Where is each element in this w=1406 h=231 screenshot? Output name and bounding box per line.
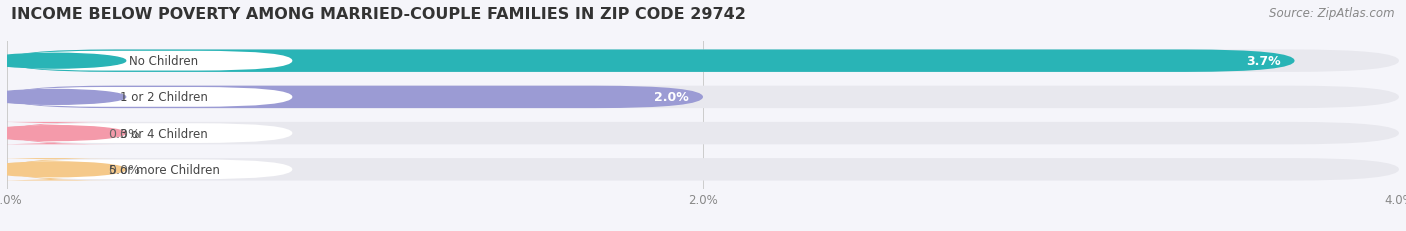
FancyBboxPatch shape <box>7 86 1399 109</box>
Text: 0.0%: 0.0% <box>108 163 141 176</box>
Text: 3.7%: 3.7% <box>1246 55 1281 68</box>
Text: No Children: No Children <box>129 55 198 68</box>
FancyBboxPatch shape <box>0 122 115 145</box>
FancyBboxPatch shape <box>7 124 292 143</box>
Circle shape <box>0 90 125 105</box>
FancyBboxPatch shape <box>7 88 292 107</box>
FancyBboxPatch shape <box>7 50 1399 73</box>
Circle shape <box>0 126 125 141</box>
Text: Source: ZipAtlas.com: Source: ZipAtlas.com <box>1270 7 1395 20</box>
Text: 5 or more Children: 5 or more Children <box>108 163 219 176</box>
FancyBboxPatch shape <box>0 158 115 181</box>
FancyBboxPatch shape <box>7 52 292 71</box>
FancyBboxPatch shape <box>7 158 1399 181</box>
FancyBboxPatch shape <box>7 160 292 179</box>
Text: 1 or 2 Children: 1 or 2 Children <box>120 91 208 104</box>
Text: INCOME BELOW POVERTY AMONG MARRIED-COUPLE FAMILIES IN ZIP CODE 29742: INCOME BELOW POVERTY AMONG MARRIED-COUPL… <box>11 7 747 22</box>
FancyBboxPatch shape <box>7 50 1295 73</box>
FancyBboxPatch shape <box>7 86 703 109</box>
FancyBboxPatch shape <box>7 122 1399 145</box>
Circle shape <box>0 162 125 177</box>
Circle shape <box>0 54 125 69</box>
Text: 0.0%: 0.0% <box>108 127 141 140</box>
Text: 3 or 4 Children: 3 or 4 Children <box>120 127 208 140</box>
Text: 2.0%: 2.0% <box>654 91 689 104</box>
